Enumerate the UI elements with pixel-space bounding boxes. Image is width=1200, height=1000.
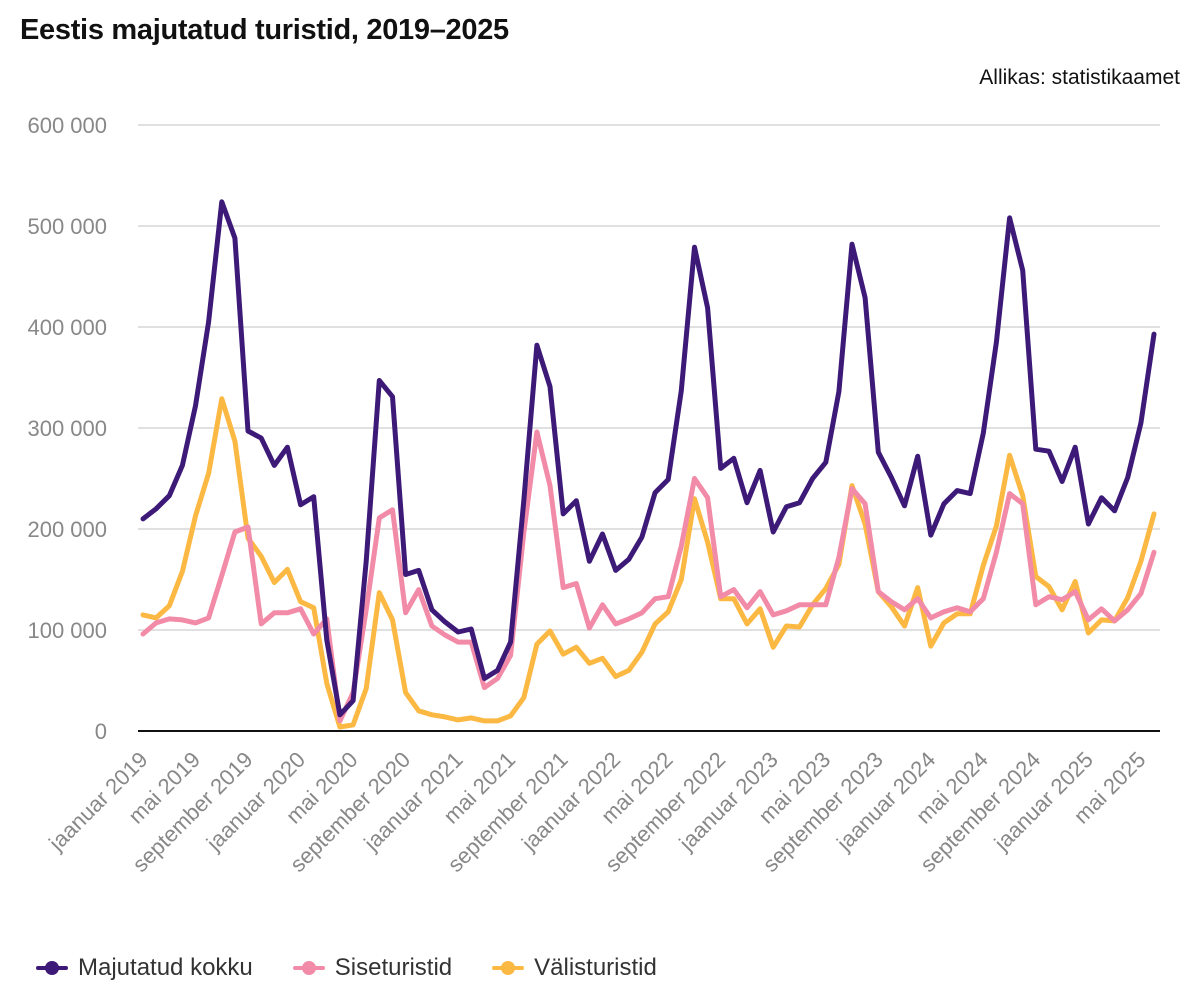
line-chart: 0 100 000 200 000 300 000 400 000 500 000 600 … [27, 113, 1160, 877]
y-tick-label: 200 000 [27, 517, 107, 542]
legend-swatch [36, 961, 68, 975]
chart-title: Eestis majutatud turistid, 2019–2025 [20, 14, 509, 46]
legend: Majutatud kokku Siseturistid Välisturistid [36, 954, 657, 982]
y-tick-label: 0 [95, 719, 107, 744]
series-line-1 [140, 199, 1157, 718]
legend-item: Siseturistid [292, 954, 453, 982]
series-line-3 [140, 396, 1157, 730]
y-tick-label: 500 000 [27, 214, 107, 239]
legend-label: Majutatud kokku [78, 954, 253, 981]
y-tick-label: 400 000 [27, 315, 107, 340]
legend-swatch [292, 961, 325, 975]
source-note: Allikas: statistikaamet [979, 66, 1180, 89]
legend-item: Välisturistid [492, 954, 657, 982]
legend-label: Siseturistid [334, 954, 453, 981]
y-tick-label: 600 000 [27, 113, 107, 138]
legend-swatch [492, 961, 525, 975]
legend-label: Välisturistid [534, 954, 657, 981]
legend-item: Majutatud kokku [36, 954, 253, 982]
y-tick-label: 300 000 [27, 416, 107, 441]
series-line-2 [140, 429, 1157, 724]
y-tick-label: 100 000 [27, 618, 107, 643]
